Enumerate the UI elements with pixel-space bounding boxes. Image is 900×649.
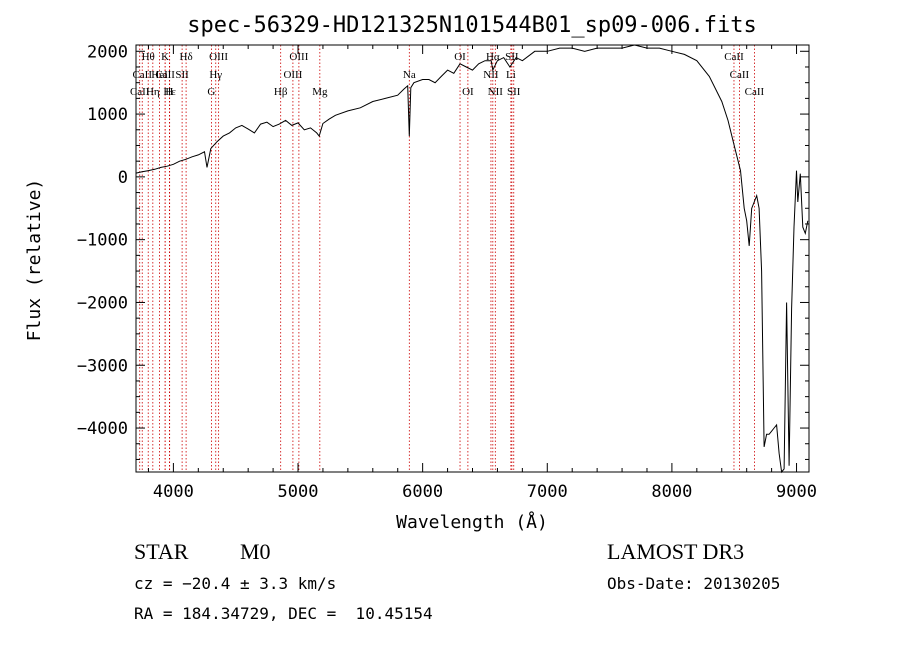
y-tick-label: 2000: [87, 42, 128, 62]
line-marker-label: CaII: [155, 69, 175, 81]
y-tick-label: −3000: [77, 356, 128, 376]
line-marker-label: NII: [483, 69, 499, 81]
line-marker-label: Li: [506, 69, 516, 81]
y-axis-ticks: −4000 −3000 −2000 −1000 0 1000 2000: [77, 42, 809, 460]
line-marker-label: CaII: [130, 86, 150, 98]
line-marker-label: H: [165, 86, 173, 98]
y-tick-label: −2000: [77, 293, 128, 313]
y-tick-label: 1000: [87, 105, 128, 125]
x-tick-label: 6000: [402, 482, 443, 502]
obs-date: Obs-Date: 20130205: [607, 574, 781, 593]
x-tick-label: 5000: [278, 482, 319, 502]
line-marker-label: OI: [462, 86, 474, 98]
line-marker-label: SII: [507, 86, 521, 98]
line-marker-label: OIII: [209, 51, 228, 63]
line-marker-label: HeI: [151, 69, 168, 81]
line-markers: [139, 45, 755, 472]
line-marker-label: G: [207, 86, 215, 98]
line-marker-label: Hγ: [209, 69, 222, 81]
spectrum-line: [135, 44, 809, 474]
subclass-label: M0: [240, 539, 271, 564]
redshift-text: cz = −20.4 ± 3.3 km/s: [134, 574, 337, 593]
x-axis-ticks: 4000 5000 6000 7000 8000 9000: [147, 45, 817, 502]
y-tick-label: −1000: [77, 231, 128, 251]
line-marker-label: Hδ: [180, 51, 193, 63]
x-tick-label: 4000: [153, 482, 194, 502]
line-marker-label: Hε: [163, 86, 176, 98]
line-marker-label: SII: [505, 51, 519, 63]
y-axis-label: Flux (relative): [24, 179, 45, 342]
line-marker-label: OIII: [283, 69, 302, 81]
line-marker-label: NII: [488, 86, 504, 98]
line-marker-label: K: [161, 51, 169, 63]
line-marker-label: CaII: [745, 86, 765, 98]
line-marker-labels: CaIIHεHθCaIIHηCaIIHeIKHSIIHδGHγOIIIHβOII…: [130, 51, 765, 98]
x-axis-label: Wavelength (Å): [396, 511, 548, 533]
x-tick-label: 8000: [651, 482, 692, 502]
plot-frame: [135, 44, 810, 473]
line-marker-label: OIII: [289, 51, 308, 63]
x-tick-label: 9000: [776, 482, 817, 502]
y-tick-label: 0: [118, 168, 128, 188]
line-marker-label: Mg: [312, 86, 328, 98]
class-label: STAR: [134, 539, 189, 564]
line-marker-label: CaII: [724, 51, 744, 63]
line-marker-label: Na: [403, 69, 416, 81]
line-marker-label: Hη: [146, 86, 160, 98]
line-marker-label: Hα: [486, 51, 500, 63]
coordinates: RA = 184.34729, DEC = 10.45154: [134, 604, 433, 623]
line-marker-label: CaII: [132, 69, 152, 81]
survey-label: LAMOST DR3: [607, 539, 745, 564]
line-marker-label: Hθ: [142, 51, 155, 63]
line-marker-label: SII: [175, 69, 189, 81]
line-marker-label: Hβ: [274, 86, 288, 98]
chart-title: spec-56329-HD121325N101544B01_sp09-006.f…: [187, 13, 757, 38]
line-marker-label: CaII: [730, 69, 750, 81]
y-tick-label: −4000: [77, 419, 128, 439]
x-tick-label: 7000: [527, 482, 568, 502]
line-marker-label: OI: [454, 51, 466, 63]
